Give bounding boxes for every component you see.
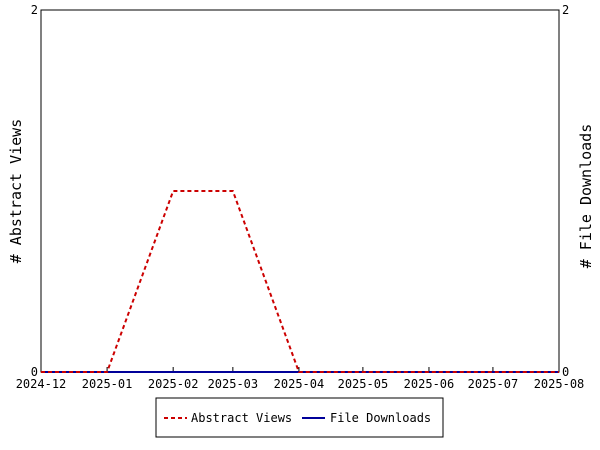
series-line-abstract-views <box>41 190 559 373</box>
legend-label-file-downloads: File Downloads <box>330 411 431 425</box>
x-tick-label: 2024-12 <box>16 377 67 391</box>
x-tick-label: 2025-03 <box>208 377 259 391</box>
legend-label-abstract-views: Abstract Views <box>191 411 292 425</box>
x-tick-label: 2025-05 <box>338 377 389 391</box>
x-tick-label: 2025-02 <box>148 377 199 391</box>
y-axis-label-right: # File Downloads <box>577 124 595 269</box>
legend: Abstract Views File Downloads <box>155 397 444 438</box>
x-tick-label: 2025-07 <box>468 377 519 391</box>
x-tick-label: 2025-04 <box>274 377 325 391</box>
x-axis: 2024-12 2025-01 2025-02 2025-03 2025-04 2025-… <box>16 367 585 391</box>
x-tick-label: 2025-08 <box>534 377 585 391</box>
x-tick-label: 2025-01 <box>82 377 133 391</box>
y-tick-label-left: 2 <box>31 3 38 17</box>
y-axis-label-left: # Abstract Views <box>7 119 25 264</box>
plot-area <box>40 9 560 373</box>
y-tick-label-left: 0 <box>31 365 38 379</box>
x-tick-label: 2025-06 <box>404 377 455 391</box>
y-tick-label-right: 0 <box>562 365 569 379</box>
series-group <box>41 190 559 373</box>
legend-box <box>155 397 444 438</box>
y-tick-label-right: 2 <box>562 3 569 17</box>
